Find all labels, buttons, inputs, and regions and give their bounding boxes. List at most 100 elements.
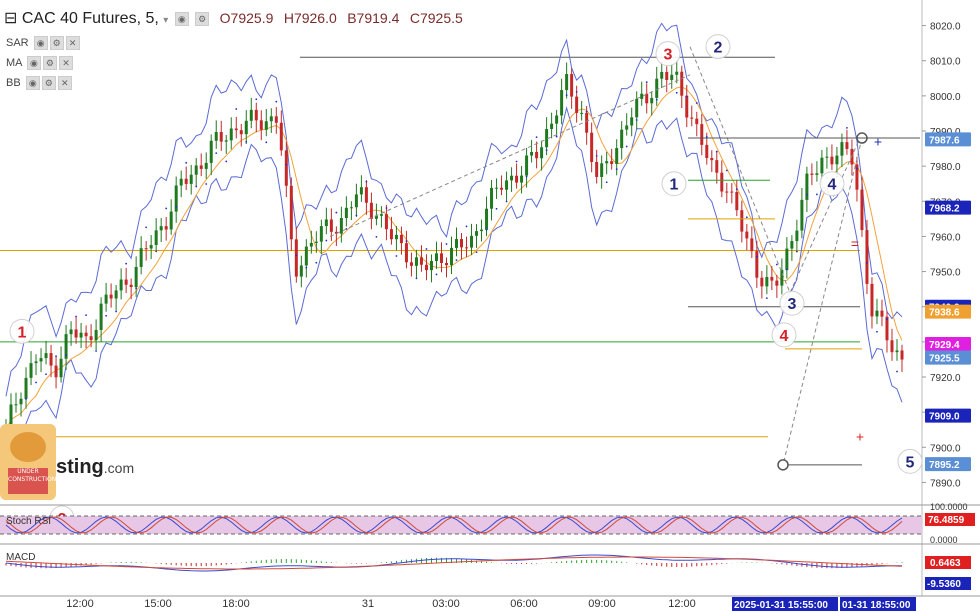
sar-dot xyxy=(385,207,388,209)
sar-dot xyxy=(425,248,428,250)
x-tick-label: 18:00 xyxy=(222,598,250,610)
eye-icon[interactable]: ◉ xyxy=(26,56,41,70)
sar-dot xyxy=(115,310,118,313)
sar-dot xyxy=(866,261,868,264)
sar-dot xyxy=(595,154,598,157)
candle-body xyxy=(199,165,203,169)
chart-header: ⊟ CAC 40 Futures, 5, ▾ ◉ ⚙ O7925.9 H7926… xyxy=(4,8,463,28)
collapse-icon[interactable]: ⊟ xyxy=(4,10,18,27)
candle-body xyxy=(229,128,233,141)
candle-body xyxy=(765,277,769,287)
gear-icon[interactable]: ⚙ xyxy=(42,56,57,70)
y-tick-label: 7920.0 xyxy=(930,373,961,384)
close-icon[interactable]: ✕ xyxy=(65,36,80,50)
sar-dot xyxy=(795,250,798,253)
eye-icon[interactable]: ◉ xyxy=(25,76,40,90)
price-tag-label: 7895.2 xyxy=(929,460,960,471)
candle-body xyxy=(164,226,168,230)
candle-body xyxy=(399,234,403,244)
macd-label: MACD xyxy=(6,552,35,563)
candle-body xyxy=(550,123,554,130)
candle-body xyxy=(495,187,499,189)
candle-body xyxy=(294,239,298,277)
wave-label-bg xyxy=(897,448,923,474)
close-icon[interactable]: ✕ xyxy=(57,76,72,90)
candle-body xyxy=(329,219,333,232)
gear-icon[interactable]: ⚙ xyxy=(49,36,64,50)
candle-body xyxy=(309,242,313,247)
candle-body xyxy=(530,151,534,156)
candle-body xyxy=(575,96,579,113)
ohlc-high: H7926.0 xyxy=(283,10,337,26)
ohlc-open: O7925.9 xyxy=(219,10,274,26)
dropdown-icon[interactable]: ▾ xyxy=(163,15,169,26)
eye-icon[interactable]: ◉ xyxy=(174,11,189,26)
x-tick-label: 15:00 xyxy=(144,598,172,610)
sar-dot xyxy=(565,94,568,97)
candle-body xyxy=(254,109,258,121)
candle-body xyxy=(54,365,58,378)
sar-dot xyxy=(886,318,888,321)
wave-label-bg xyxy=(655,41,681,67)
candle-body xyxy=(44,353,48,359)
sar-dot xyxy=(695,102,698,104)
candle-body xyxy=(670,74,674,80)
stoch-d-line xyxy=(5,516,903,534)
gear-icon[interactable]: ⚙ xyxy=(41,76,56,90)
candle-body xyxy=(154,230,158,246)
candle-body xyxy=(625,125,629,130)
macd-signal-label: -9.5360 xyxy=(927,579,961,590)
y-tick-label: 7960.0 xyxy=(930,232,961,243)
candle-body xyxy=(610,161,614,164)
candle-body xyxy=(19,398,23,405)
sar-dot xyxy=(715,150,718,153)
candle-body xyxy=(9,404,13,425)
sar-dot xyxy=(75,315,77,318)
sar-dot xyxy=(185,161,188,164)
y-tick-label: 8010.0 xyxy=(930,57,961,68)
candle-body xyxy=(650,97,654,104)
candle-body xyxy=(470,235,474,248)
candle-body xyxy=(239,130,243,135)
close-icon[interactable]: ✕ xyxy=(58,56,73,70)
indicator-bb[interactable]: BB ◉ ⚙ ✕ xyxy=(6,76,72,90)
sar-dot xyxy=(285,163,288,166)
candle-body xyxy=(520,175,524,183)
sar-dot xyxy=(455,259,458,262)
candle-body xyxy=(314,241,318,243)
candle-body xyxy=(159,226,163,231)
sar-dot xyxy=(335,211,338,214)
sar-dot xyxy=(555,135,558,138)
wave-label: 4 xyxy=(828,177,837,194)
wave-label: 3 xyxy=(788,296,797,313)
candle-body xyxy=(274,116,278,123)
candle-body xyxy=(890,340,894,353)
candle-body xyxy=(730,191,734,193)
sar-dot xyxy=(745,216,748,219)
candle-body xyxy=(364,187,368,203)
candle-body xyxy=(209,140,213,163)
x-tick-label: 03:00 xyxy=(432,598,460,610)
candle-body xyxy=(34,361,38,364)
candle-body xyxy=(144,248,148,250)
candle-body xyxy=(149,245,153,249)
sar-dot xyxy=(655,98,658,101)
y-tick-label: 7980.0 xyxy=(930,162,961,173)
wave-label: 4 xyxy=(780,328,789,345)
price-tag-bg xyxy=(925,132,971,147)
candle-body xyxy=(49,353,53,366)
sar-dot xyxy=(275,100,278,103)
symbol-title[interactable]: CAC 40 Futures, 5, xyxy=(21,10,159,27)
gear-icon[interactable]: ⚙ xyxy=(195,11,210,26)
eye-icon[interactable]: ◉ xyxy=(33,36,48,50)
candle-body xyxy=(394,234,398,240)
indicator-sar[interactable]: SAR ◉ ⚙ ✕ xyxy=(6,36,80,50)
candle-body xyxy=(99,303,103,330)
indicator-ma[interactable]: MA ◉ ⚙ ✕ xyxy=(6,56,73,70)
candle-body xyxy=(655,78,659,98)
sar-dot xyxy=(635,119,638,121)
price-tag-bg xyxy=(925,350,971,365)
sar-dot xyxy=(105,314,108,317)
candle-body xyxy=(645,93,649,104)
